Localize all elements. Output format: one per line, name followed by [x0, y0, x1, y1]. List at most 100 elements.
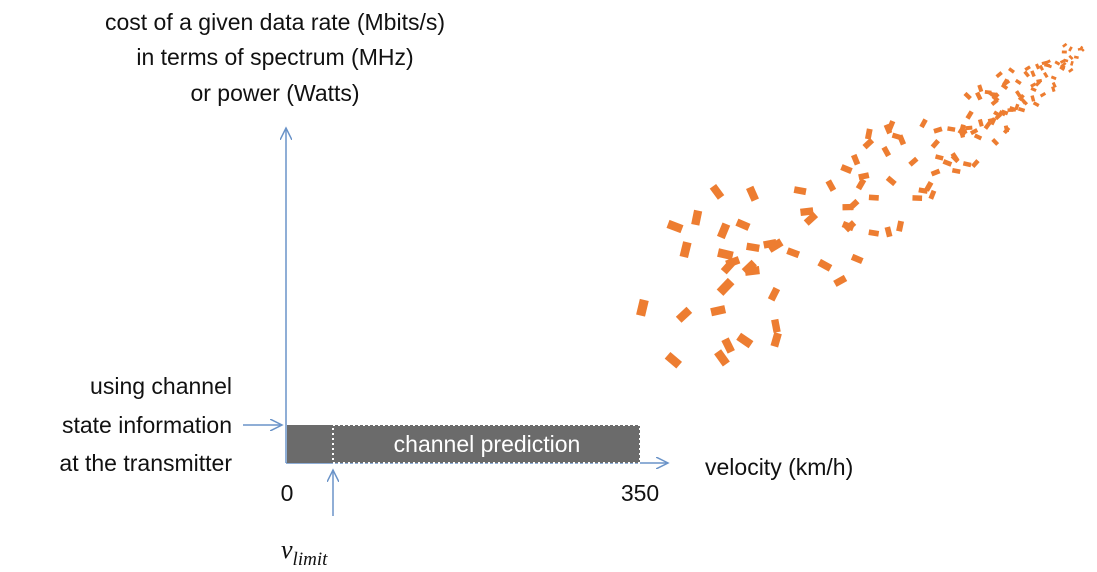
particle	[998, 110, 1006, 117]
particle	[850, 253, 864, 265]
particle	[884, 226, 893, 238]
csi-region	[287, 425, 333, 463]
particle	[924, 180, 934, 192]
particle	[965, 110, 974, 120]
particle	[983, 121, 992, 130]
particle	[744, 266, 760, 276]
particle	[991, 138, 1000, 146]
particle	[664, 351, 683, 369]
particle	[714, 349, 730, 367]
csi-label: at the transmitter	[59, 450, 232, 476]
particle	[963, 91, 972, 101]
particle	[847, 198, 860, 211]
particle	[1035, 63, 1040, 70]
particle	[868, 194, 879, 201]
particle	[868, 229, 880, 237]
x-start-label: 0	[281, 480, 294, 506]
particle	[736, 332, 754, 349]
particle	[717, 248, 734, 261]
particle	[959, 124, 966, 133]
particle	[990, 92, 998, 97]
particle	[919, 118, 928, 129]
particle	[1043, 71, 1049, 79]
particle	[928, 189, 937, 200]
particle	[1015, 90, 1022, 98]
particle	[1063, 58, 1069, 63]
particle	[1038, 64, 1045, 71]
particle	[770, 332, 782, 348]
particle	[1054, 60, 1061, 66]
particle	[1050, 75, 1057, 81]
y-axis-label: or power (Watts)	[190, 80, 359, 106]
particle	[840, 164, 853, 174]
x-end-label: 350	[621, 480, 659, 506]
particle	[1068, 54, 1074, 60]
particle	[1051, 86, 1056, 93]
particle	[666, 219, 684, 234]
particle	[989, 117, 997, 126]
particle	[1002, 126, 1011, 135]
particle	[709, 183, 725, 200]
particle	[1009, 106, 1017, 112]
particle	[691, 209, 703, 226]
v-limit-base: v	[281, 535, 293, 564]
csi-label: state information	[62, 412, 232, 438]
particle	[720, 258, 736, 275]
particle	[891, 132, 902, 141]
particle	[1030, 95, 1036, 102]
particle	[1000, 83, 1009, 91]
particle-cloud	[636, 42, 1085, 369]
particle	[800, 207, 814, 217]
particle	[841, 220, 855, 232]
particle	[1062, 42, 1068, 48]
particle	[973, 133, 983, 141]
particle	[975, 91, 983, 101]
particle	[885, 175, 897, 187]
particle	[833, 274, 848, 287]
particle	[1007, 67, 1015, 74]
particle	[930, 138, 940, 149]
particle	[942, 159, 953, 167]
particle	[1000, 109, 1009, 116]
particle	[735, 218, 751, 231]
particle	[1030, 86, 1037, 93]
particle	[1061, 61, 1067, 67]
particle	[1070, 60, 1074, 66]
particle	[969, 128, 979, 136]
v-limit-subscript: limit	[293, 549, 329, 570]
particle	[977, 84, 984, 93]
particle	[1061, 50, 1067, 54]
particle	[786, 247, 801, 259]
particle	[881, 145, 892, 158]
particle	[864, 128, 873, 140]
particle	[1030, 70, 1036, 78]
particle	[1073, 55, 1079, 59]
particle	[1023, 70, 1030, 78]
particle	[908, 156, 919, 167]
particle	[947, 126, 956, 132]
particle	[1068, 67, 1074, 73]
particle	[896, 220, 905, 232]
particle	[1032, 101, 1040, 108]
particle	[1014, 78, 1022, 86]
particle	[767, 286, 781, 302]
v-limit-label: vlimit	[281, 535, 328, 570]
particle	[825, 179, 837, 192]
y-axis-label: in terms of spectrum (MHz)	[136, 44, 413, 70]
particle	[1039, 91, 1047, 98]
particle	[1051, 81, 1057, 88]
prediction-region	[332, 424, 641, 464]
particle	[858, 172, 870, 181]
particle	[675, 306, 693, 323]
particle	[1044, 63, 1050, 68]
particle	[1030, 82, 1037, 88]
particle	[817, 258, 833, 272]
particle	[934, 154, 944, 161]
particle	[1017, 106, 1026, 113]
particle	[850, 153, 861, 166]
particle	[636, 298, 649, 317]
particle	[746, 185, 759, 202]
particle	[993, 110, 1001, 118]
particle	[793, 186, 807, 196]
